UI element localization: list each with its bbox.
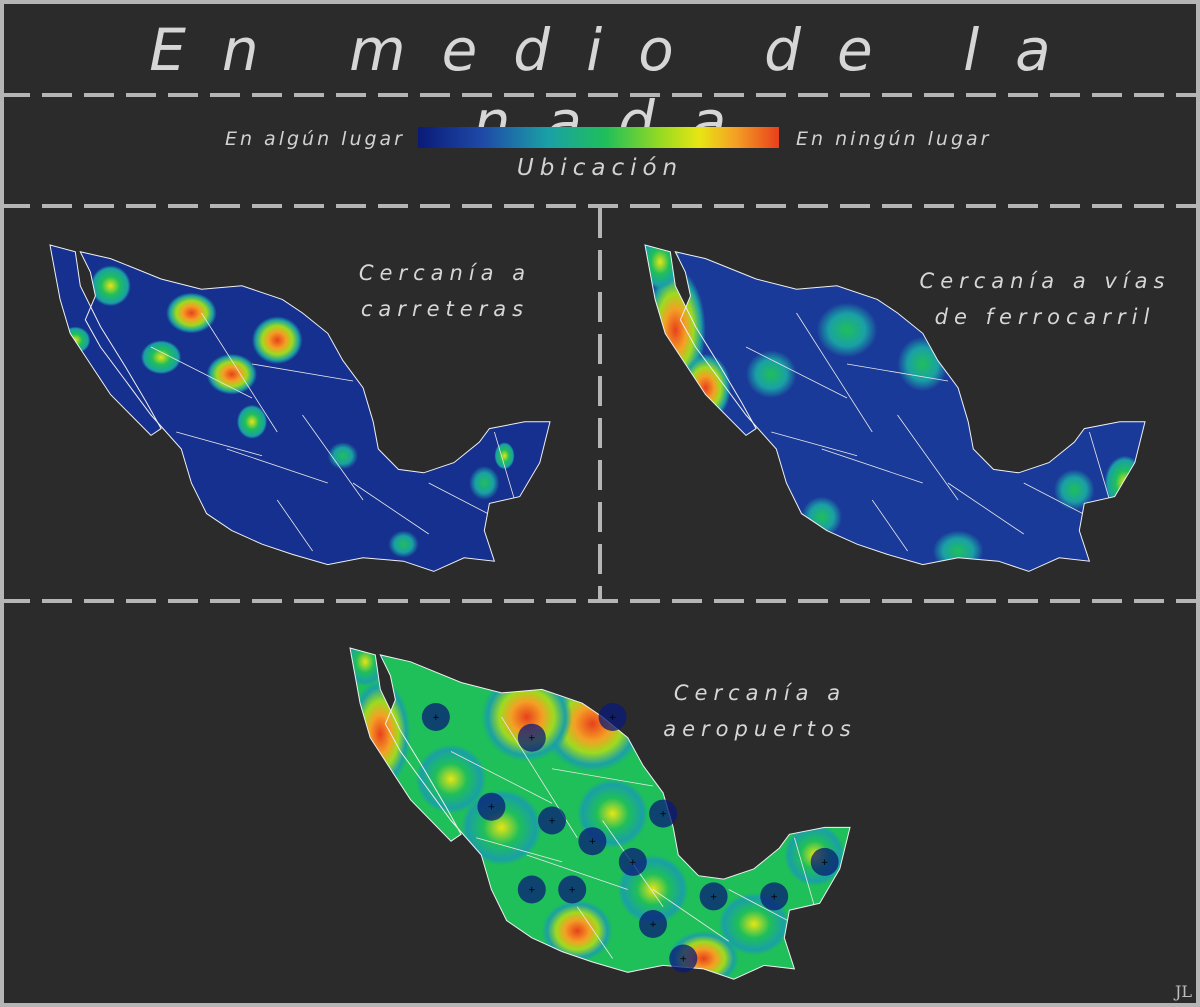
panel-label-airports-line1: Cercanía a [673, 681, 847, 705]
svg-text:+: + [659, 810, 667, 820]
svg-text:+: + [528, 886, 536, 896]
legend-left-label: En algún lugar [224, 128, 405, 150]
panel-label-roads-line2: carreteras [360, 297, 530, 321]
svg-text:+: + [432, 713, 440, 723]
panel-label-roads-line1: Cercanía a [358, 261, 532, 285]
divider-title [0, 93, 1200, 97]
svg-text:+: + [568, 886, 576, 896]
svg-text:+: + [710, 892, 718, 902]
legend-colorbar [418, 127, 779, 148]
svg-text:+: + [821, 858, 829, 868]
divider-vertical [598, 208, 602, 599]
svg-text:+: + [770, 892, 778, 902]
panel-label-roads: Cercanía a carreteras [330, 255, 560, 327]
svg-text:+: + [609, 713, 617, 723]
panel-label-railways-line2: de ferrocarril [934, 305, 1156, 329]
panel-label-railways: Cercanía a vías de ferrocarril [895, 263, 1195, 335]
divider-panels [0, 599, 1200, 603]
svg-text:+: + [548, 817, 556, 827]
panel-label-airports-line2: aeropuertos [663, 717, 857, 741]
svg-text:+: + [589, 837, 597, 847]
svg-text:+: + [680, 955, 688, 965]
signature: JL [1174, 982, 1192, 1001]
panel-label-railways-line1: Cercanía a vías [919, 269, 1171, 293]
svg-text:+: + [488, 803, 496, 813]
divider-legend [0, 204, 1200, 208]
legend-right-label: En ningún lugar [796, 128, 992, 150]
legend-title: Ubicación [516, 155, 684, 181]
svg-text:+: + [528, 734, 536, 744]
svg-text:+: + [629, 858, 637, 868]
panel-label-airports: Cercanía a aeropuertos [640, 675, 880, 747]
svg-text:+: + [649, 920, 657, 930]
